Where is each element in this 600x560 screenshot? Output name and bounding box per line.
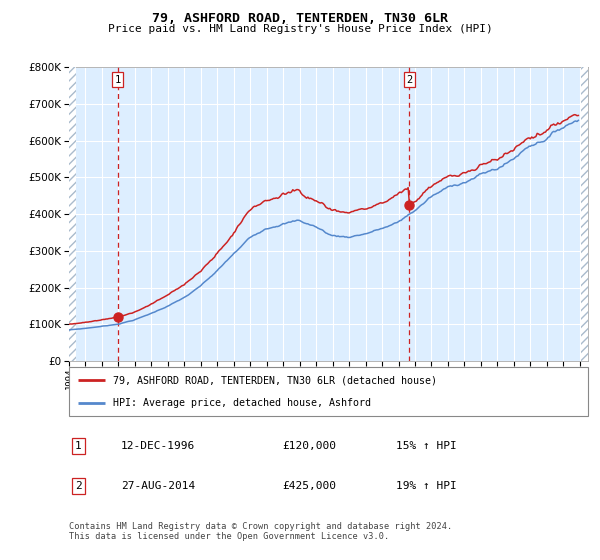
Text: 79, ASHFORD ROAD, TENTERDEN, TN30 6LR (detached house): 79, ASHFORD ROAD, TENTERDEN, TN30 6LR (d… bbox=[113, 375, 437, 385]
Text: 27-AUG-2014: 27-AUG-2014 bbox=[121, 481, 195, 491]
Text: 2: 2 bbox=[75, 481, 82, 491]
Text: 1: 1 bbox=[115, 74, 121, 85]
Text: £120,000: £120,000 bbox=[282, 441, 336, 451]
Bar bbox=[581, 67, 588, 361]
Text: £425,000: £425,000 bbox=[282, 481, 336, 491]
Text: 12-DEC-1996: 12-DEC-1996 bbox=[121, 441, 195, 451]
Bar bbox=[581, 67, 588, 361]
Bar bbox=[69, 67, 76, 361]
Bar bbox=[69, 67, 76, 361]
Text: 2: 2 bbox=[406, 74, 412, 85]
Text: Price paid vs. HM Land Registry's House Price Index (HPI): Price paid vs. HM Land Registry's House … bbox=[107, 24, 493, 34]
Text: 15% ↑ HPI: 15% ↑ HPI bbox=[396, 441, 457, 451]
Text: 1: 1 bbox=[75, 441, 82, 451]
Text: 19% ↑ HPI: 19% ↑ HPI bbox=[396, 481, 457, 491]
Text: HPI: Average price, detached house, Ashford: HPI: Average price, detached house, Ashf… bbox=[113, 398, 371, 408]
Text: 79, ASHFORD ROAD, TENTERDEN, TN30 6LR: 79, ASHFORD ROAD, TENTERDEN, TN30 6LR bbox=[152, 12, 448, 25]
Text: Contains HM Land Registry data © Crown copyright and database right 2024.
This d: Contains HM Land Registry data © Crown c… bbox=[69, 522, 452, 542]
